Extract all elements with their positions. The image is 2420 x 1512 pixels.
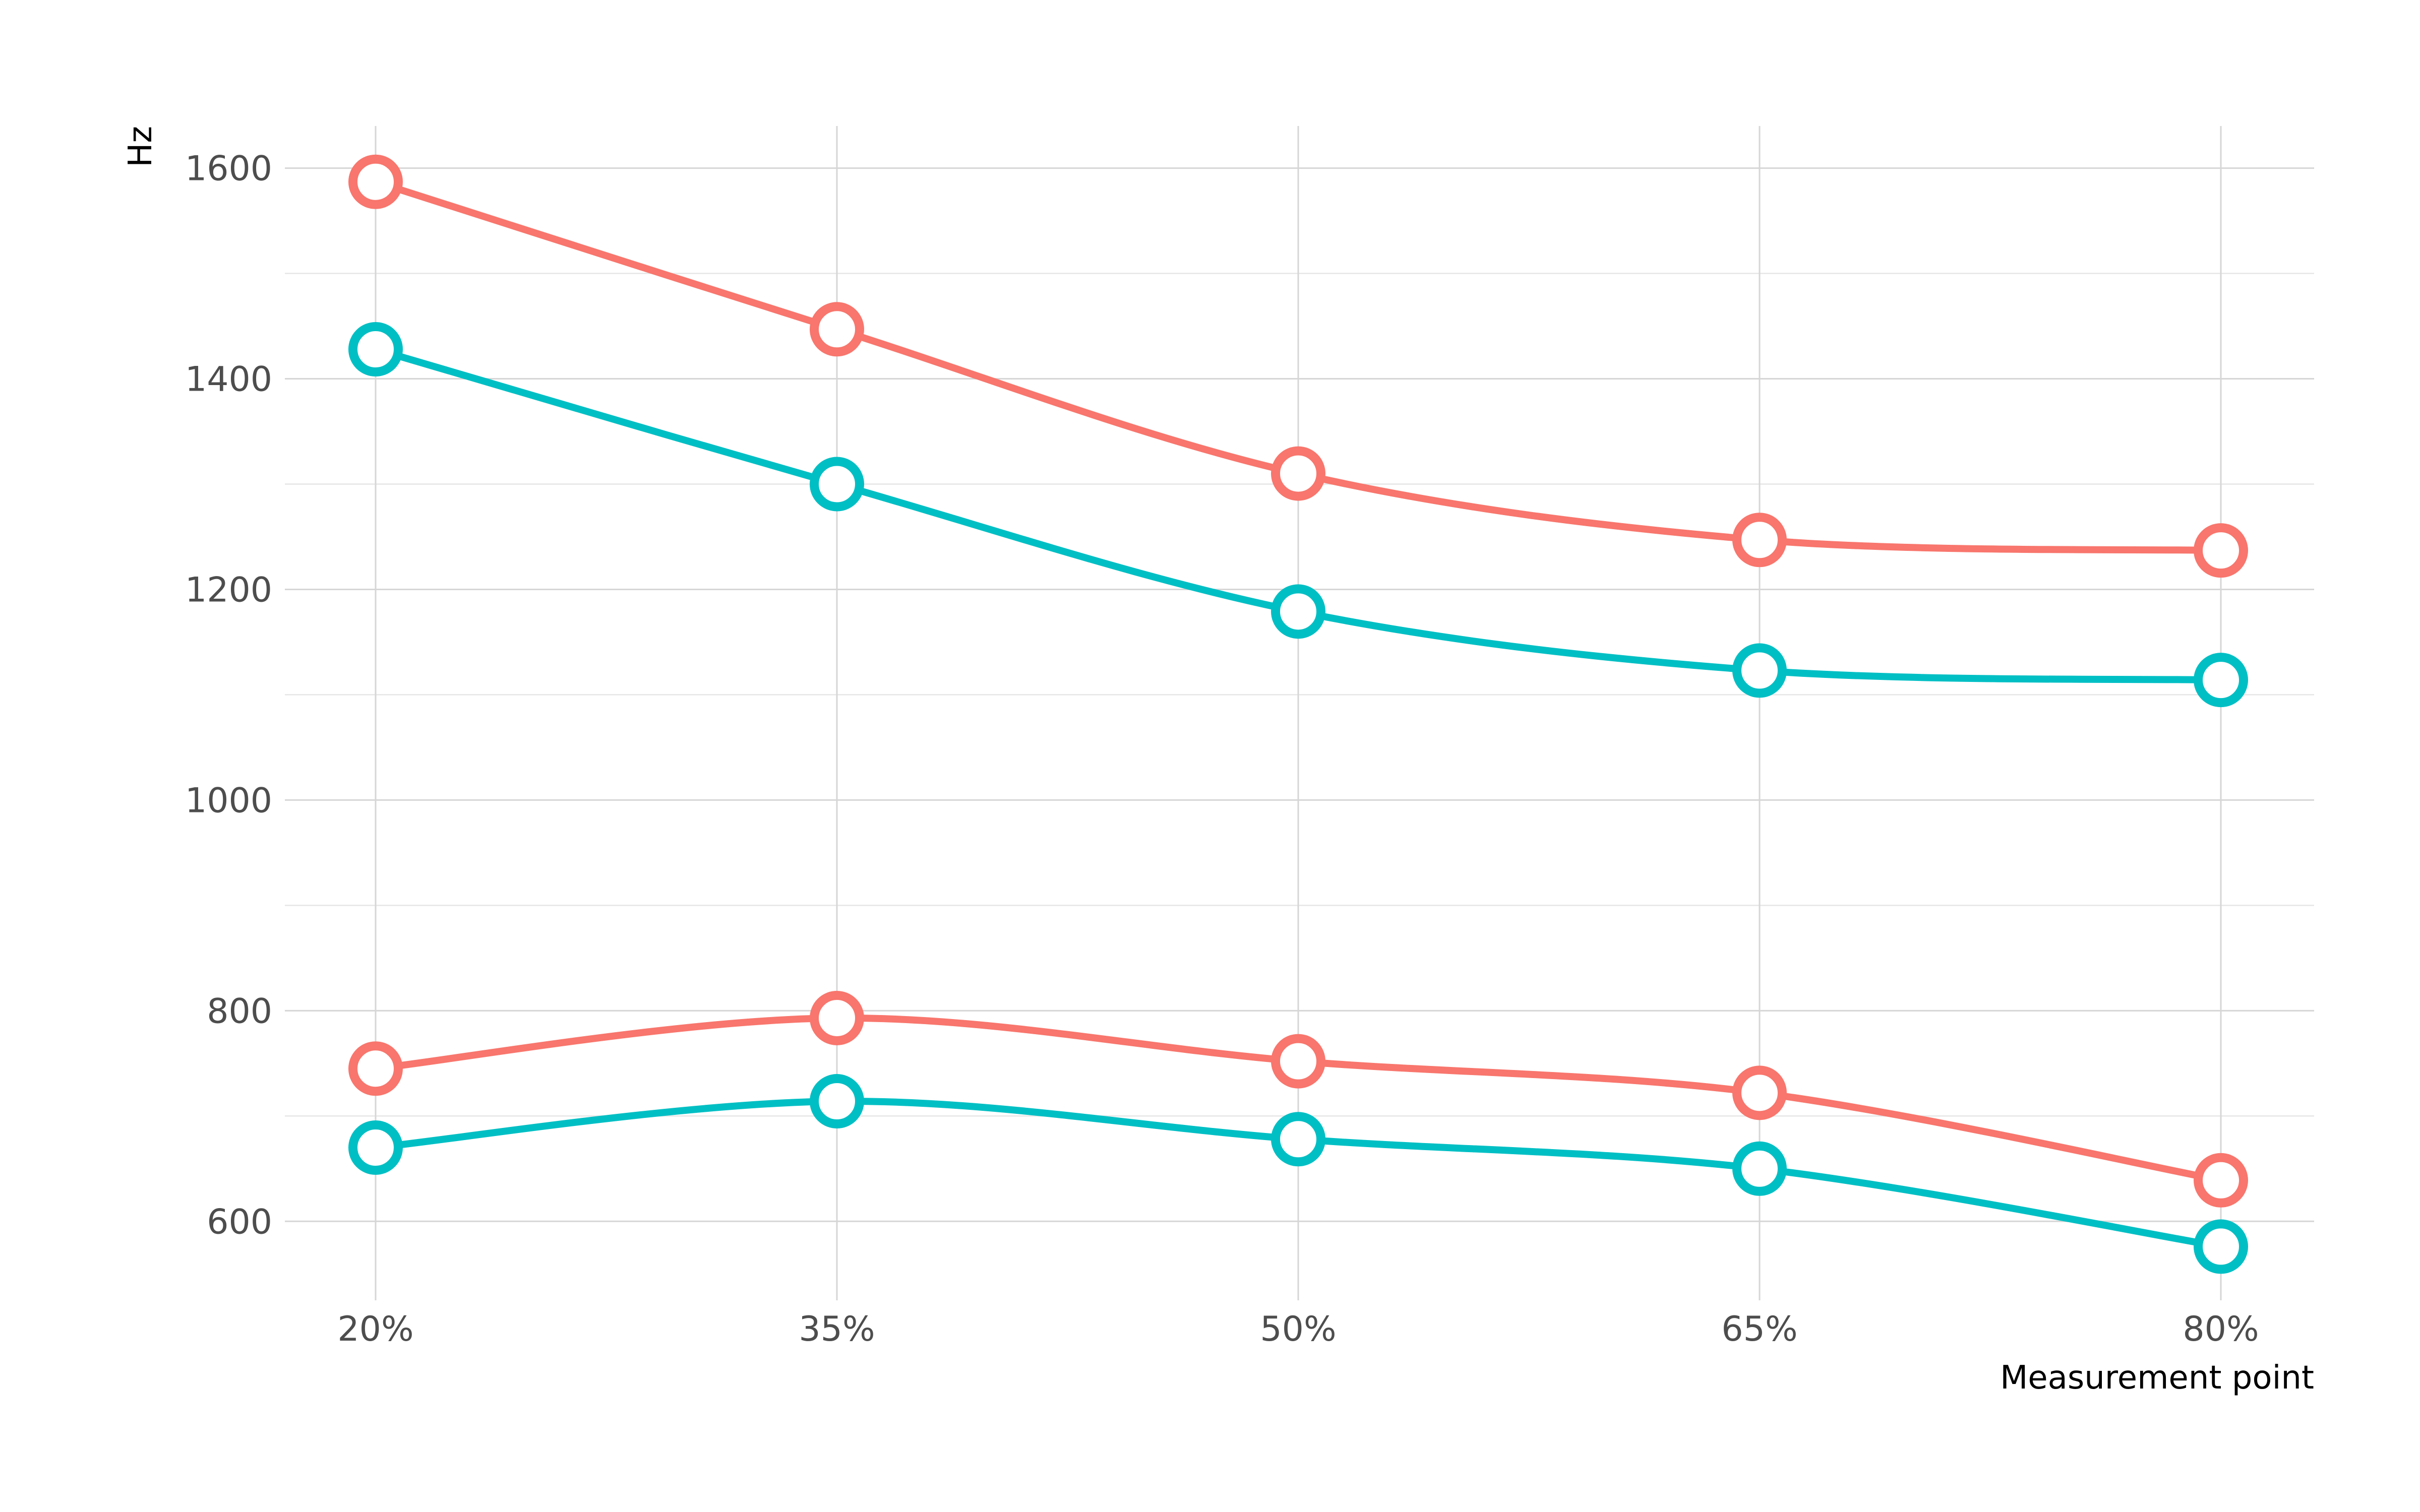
- y-tick-label: 1000: [185, 781, 272, 821]
- data-point: [1271, 584, 1325, 639]
- data-point: [348, 322, 403, 377]
- data-point: [810, 302, 864, 357]
- x-axis-title: Measurement point: [2000, 1359, 2314, 1397]
- y-tick-label: 1400: [185, 360, 272, 400]
- minor-gridlines: [285, 273, 2314, 1117]
- x-tick-label: 50%: [1260, 1309, 1336, 1349]
- data-point: [810, 457, 864, 512]
- x-tick-label: 35%: [799, 1309, 875, 1349]
- y-tick-label: 1600: [185, 149, 272, 189]
- data-point: [1732, 643, 1787, 698]
- data-point: [1732, 1141, 1787, 1196]
- x-axis-tick-labels: 20% 35% 50% 65% 80%: [337, 1309, 2259, 1349]
- data-point: [810, 990, 864, 1045]
- data-point: [348, 1041, 403, 1096]
- y-axis-tick-labels: 600 800 1000 1200 1400 1600: [185, 149, 272, 1242]
- data-point: [1271, 1034, 1325, 1089]
- data-point: [2194, 523, 2248, 578]
- data-point: [348, 154, 403, 209]
- data-point: [1271, 1112, 1325, 1167]
- data-point: [348, 1120, 403, 1175]
- y-tick-label: 600: [207, 1202, 272, 1242]
- data-point: [1732, 1065, 1787, 1120]
- data-point: [810, 1074, 864, 1129]
- y-tick-label: 1200: [185, 570, 272, 610]
- data-point: [2194, 653, 2248, 708]
- x-tick-label: 80%: [2183, 1309, 2259, 1349]
- data-point: [2194, 1153, 2248, 1208]
- data-point: [2194, 1219, 2248, 1274]
- y-axis-title: Hz: [122, 126, 159, 167]
- y-tick-label: 800: [207, 991, 272, 1031]
- data-point: [1271, 446, 1325, 501]
- x-tick-label: 65%: [1721, 1309, 1797, 1349]
- series-layer: [348, 154, 2248, 1274]
- x-tick-label: 20%: [337, 1309, 413, 1349]
- data-point: [1732, 513, 1787, 568]
